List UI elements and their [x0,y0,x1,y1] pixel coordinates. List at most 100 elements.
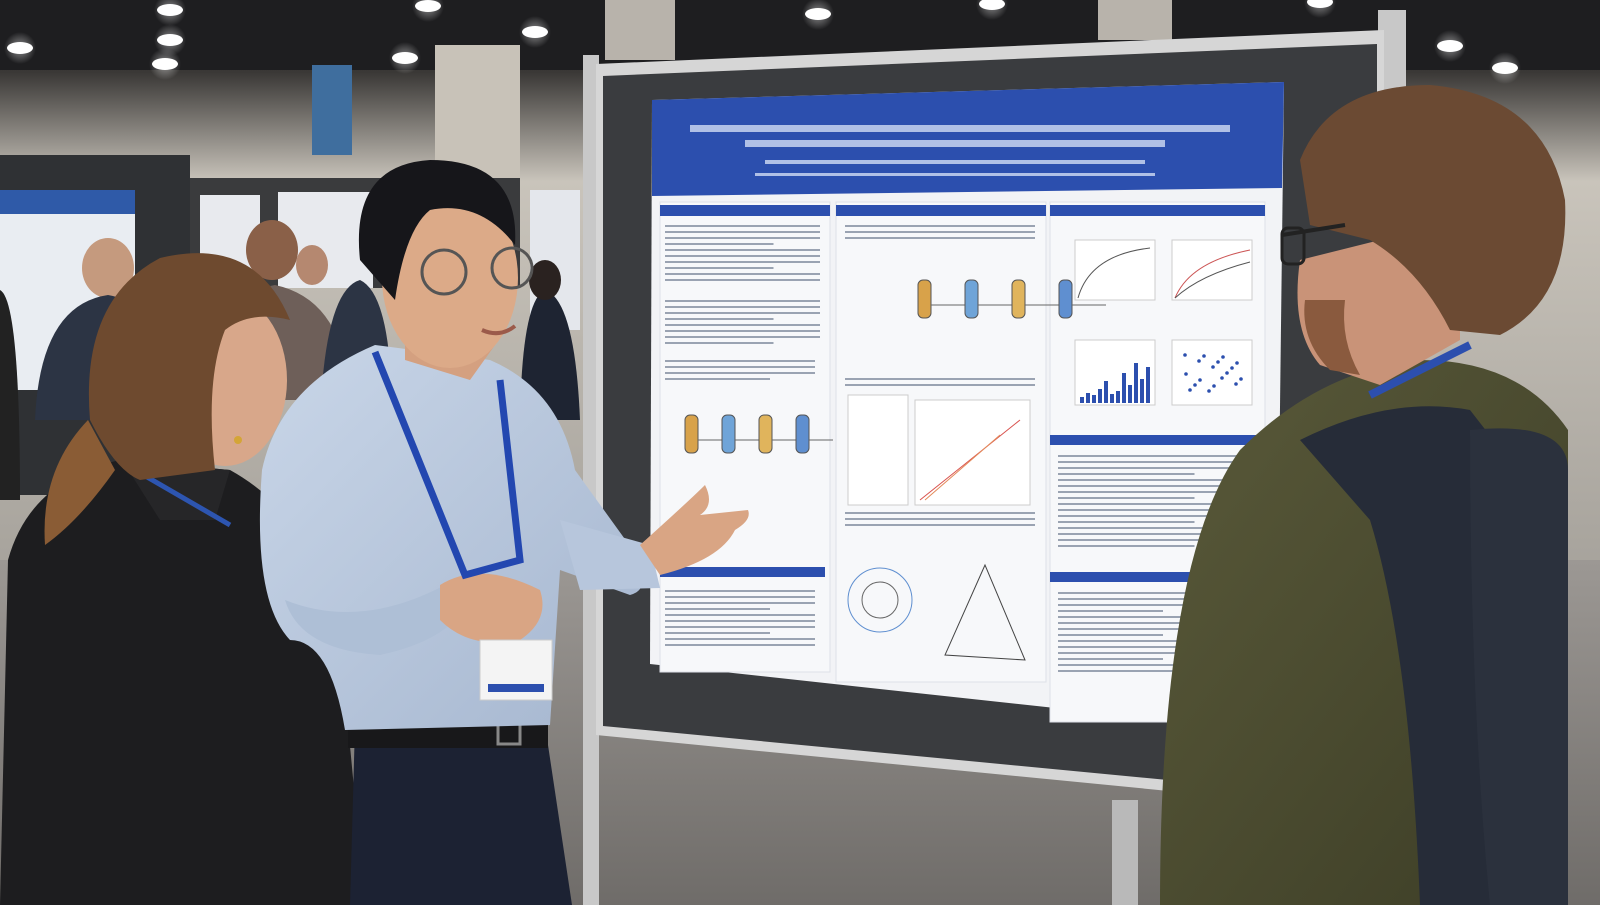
ceiling-light [805,8,831,20]
hand [640,485,749,575]
bar [1092,395,1096,403]
dot [1207,389,1211,393]
person-body [520,290,580,420]
text-blur [1058,533,1253,535]
background-poster-header [0,190,135,214]
backpack [1470,428,1568,905]
poster-header [652,82,1284,196]
poster-title-blur [690,125,1230,176]
ceiling-light [522,26,548,38]
text-blur [1058,622,1208,624]
dot [1230,366,1234,370]
text-blur [1058,604,1208,606]
chart-area [1171,339,1253,406]
dot [1234,382,1238,386]
text-blur [845,231,1035,233]
dot [1193,383,1197,387]
bar [1086,393,1090,403]
bar [1116,391,1120,403]
network [847,567,913,633]
ceiling-light [152,58,178,70]
ceiling-light [7,42,33,54]
text-blur [1058,539,1253,541]
bar [1098,389,1102,403]
text-blur [665,626,815,628]
network [861,581,899,619]
hair [88,253,290,480]
vessel [721,414,736,454]
dot [1184,372,1188,376]
hand [440,573,543,643]
dot [1197,359,1201,363]
text-blur [665,366,815,368]
section-header [1050,205,1265,216]
lanyard [371,350,524,580]
section-header [1050,435,1258,445]
text-blur [1058,455,1253,457]
poster-body [659,201,1266,723]
ceiling-light [1437,40,1463,52]
text-blur [1058,670,1208,672]
chart-area [1171,239,1253,301]
title-blur [690,125,1230,132]
bar [1104,381,1108,403]
lanyard [1368,341,1472,399]
dot [1188,388,1192,392]
vessel [1058,279,1073,319]
ceiling-light [392,52,418,64]
text-blur [665,231,820,233]
earring [234,436,242,444]
visitor [1160,85,1568,905]
ceiling-light [1492,62,1518,74]
text-blur [1058,652,1208,654]
text-blur [1058,479,1253,481]
vessel [795,414,810,454]
text-blur [665,372,815,374]
text-blur [1058,646,1208,648]
vessel [758,414,773,454]
banner [312,65,352,155]
text-blur [845,237,1035,239]
glasses [490,246,534,290]
title-blur [745,140,1165,147]
text-blur [665,632,770,634]
text-blur [845,384,1035,386]
lanyard [133,467,232,528]
text-blur [1058,491,1253,493]
dot [1202,354,1206,358]
text-blur [845,225,1035,227]
text-blur [845,518,1035,520]
ceiling-light [1307,0,1333,8]
text-blur [1058,592,1208,594]
text-blur [665,644,815,646]
beard [1304,300,1360,375]
text-blur [665,638,815,640]
text-blur [665,225,820,227]
text-blur [665,596,815,598]
text-blur [665,255,820,257]
text-blur [1058,485,1253,487]
dot [1239,377,1243,381]
text-blur [665,273,820,275]
person-body [0,290,20,500]
text-blur [1058,467,1253,469]
text-blur [665,312,820,314]
text-blur [845,378,1035,380]
text-blur [665,306,820,308]
text-blur [1058,628,1208,630]
pillar [605,0,675,60]
section-header [1050,572,1215,582]
glasses [1281,223,1346,237]
text-blur [1058,515,1253,517]
bar [1146,367,1150,403]
ceiling-light [157,34,183,46]
dot [1216,360,1220,364]
text-blur [845,524,1035,526]
curve [1077,247,1151,299]
ceiling-light [415,0,441,12]
title-blur [765,160,1145,164]
text-blur [1058,640,1208,642]
face [382,188,518,368]
